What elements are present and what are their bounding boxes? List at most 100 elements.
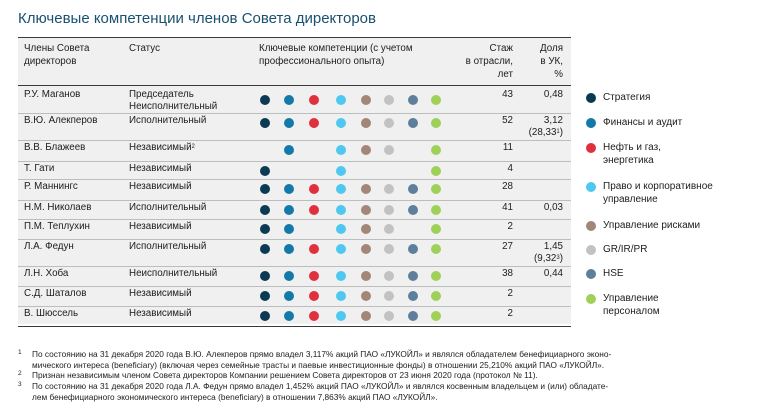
table-row: В.Ю. Алекперов Исполнительный 52 3,12 (28,33… [18,113,571,140]
footnote-mark: 2 [191,144,195,150]
competency-dot-hr [431,205,441,215]
status-line-2: Неисполнительный [129,101,218,112]
share-close: ) [559,253,563,264]
member-name: Р. Маннингс [24,181,78,192]
tenure-value: 4 [507,163,513,174]
competency-dot-gr [384,205,394,215]
competency-dot-hse [408,311,418,321]
competency-dot-gr [384,311,394,321]
table-row: П.М. Теплухин Независимый 2 [18,219,571,239]
legend-dot-risk [586,221,596,231]
footnote: 2 Признан независимым членом Совета дирек… [18,370,758,381]
member-status: Независимый [129,221,192,233]
competency-dot-risk [361,95,371,105]
legend-dot-gr [586,245,596,255]
competency-dot-finance [284,224,294,234]
competency-dot-strategy [260,184,270,194]
share-value: 0,44 [513,268,563,280]
competency-dot-oil [309,271,319,281]
tenure-value: 27 [502,241,513,252]
competency-dot-gr [384,118,394,128]
competency-dot-gr [384,184,394,194]
legend-label-law: Право и корпоративное управление [603,180,713,206]
competency-dot-law [336,145,346,155]
footnote-number: 1 [18,349,22,356]
competency-dot-law [336,184,346,194]
competency-dot-hr [431,118,441,128]
member-status: Независимый [129,181,192,193]
legend-label-line-2: персоналом [603,306,660,317]
share-indirect: (9,32 [534,253,557,264]
header-competencies: Ключевые компетенции (с учетом профессио… [259,43,413,67]
table-top-rule [18,37,571,38]
competency-dot-oil [309,244,319,254]
share-value: 0,03 [513,202,563,214]
competency-dot-risk [361,311,371,321]
competency-dot-hse [408,271,418,281]
legend-label-line: Финансы и аудит [603,117,683,128]
competency-dot-finance [284,311,294,321]
competency-dot-strategy [260,95,270,105]
competency-dot-law [336,311,346,321]
row-divider [18,140,571,141]
member-name: В.Ю. Алекперов [24,115,98,126]
header-share: Доля в УК, % [540,43,563,80]
member-status: Председатель Неисполнительный [129,89,217,113]
footnote-number: 3 [18,381,22,388]
competency-dot-law [336,118,346,128]
member-name: В.В. Блажеев [24,142,86,153]
member-name: Н.М. Николаев [24,202,92,213]
footnote: 3 По состоянию на 31 декабря 2020 года Л.… [18,381,758,402]
share-line-2: (28,331) [513,127,563,139]
competency-dot-hse [408,244,418,254]
row-divider [18,161,571,162]
competency-dot-law [336,291,346,301]
tenure-value: 2 [507,288,513,299]
table-row: Р.У. Маганов Председатель Неисполнительный… [18,87,571,113]
table-header-rule [18,85,571,86]
competency-dot-law [336,95,346,105]
legend-dot-hse [586,269,596,279]
tenure-value: 2 [507,221,513,232]
share-line: 1,45 [543,241,563,252]
competency-dot-risk [361,244,371,254]
table-row: Н.М. Николаев Исполнительный 41 0,03 [18,200,571,219]
footnote-text: По состоянию на 31 декабря 2020 года В.Ю… [32,349,612,359]
competency-dot-risk [361,205,371,215]
legend-label-oil: Нефть и газ, энергетика [603,141,661,167]
competency-dot-oil [309,95,319,105]
competency-dot-oil [309,311,319,321]
competency-dot-finance [284,95,294,105]
competency-dot-hr [431,291,441,301]
footnote-text: Признан независимым членом Совета директ… [32,370,538,380]
competency-dot-finance [284,205,294,215]
competency-dot-gr [384,145,394,155]
competency-dot-hr [431,271,441,281]
status-line: Исполнительный [129,202,207,213]
tenure-value: 41 [502,202,513,213]
legend-label-line: Стратегия [603,92,651,103]
member-status: Независимый [129,163,192,175]
tenure-value: 2 [507,308,513,319]
status-line: Председатель [129,89,194,100]
header-status: Статус [129,43,160,54]
legend-label-hr: Управление персоналом [603,292,660,318]
row-divider [18,239,571,240]
competency-dot-risk [361,291,371,301]
legend-dot-finance [586,118,596,128]
table-row: Л.Н. Хоба Неисполнительный 38 0,44 [18,266,571,286]
row-divider [18,266,571,267]
legend-label-risk: Управление рисками [603,219,700,232]
row-divider [18,306,571,307]
legend-label-line-2: энергетика [603,155,654,166]
share-value: 1,45 (9,323) [513,241,563,265]
status-line: Независимый [129,163,192,174]
table-row: В. Шюссель Независимый 2 [18,306,571,326]
header-tenure: Стаж в отрасли, лет [465,43,513,80]
competency-dot-strategy [260,224,270,234]
table-row: В.В. Блажеев Независимый2 11 [18,140,571,161]
footnote-text-2: мического интереса (beneficiary) (включа… [32,359,605,370]
competency-dot-law [336,244,346,254]
share-close: ) [559,127,563,138]
legend-label-line-2: управление [603,194,658,205]
